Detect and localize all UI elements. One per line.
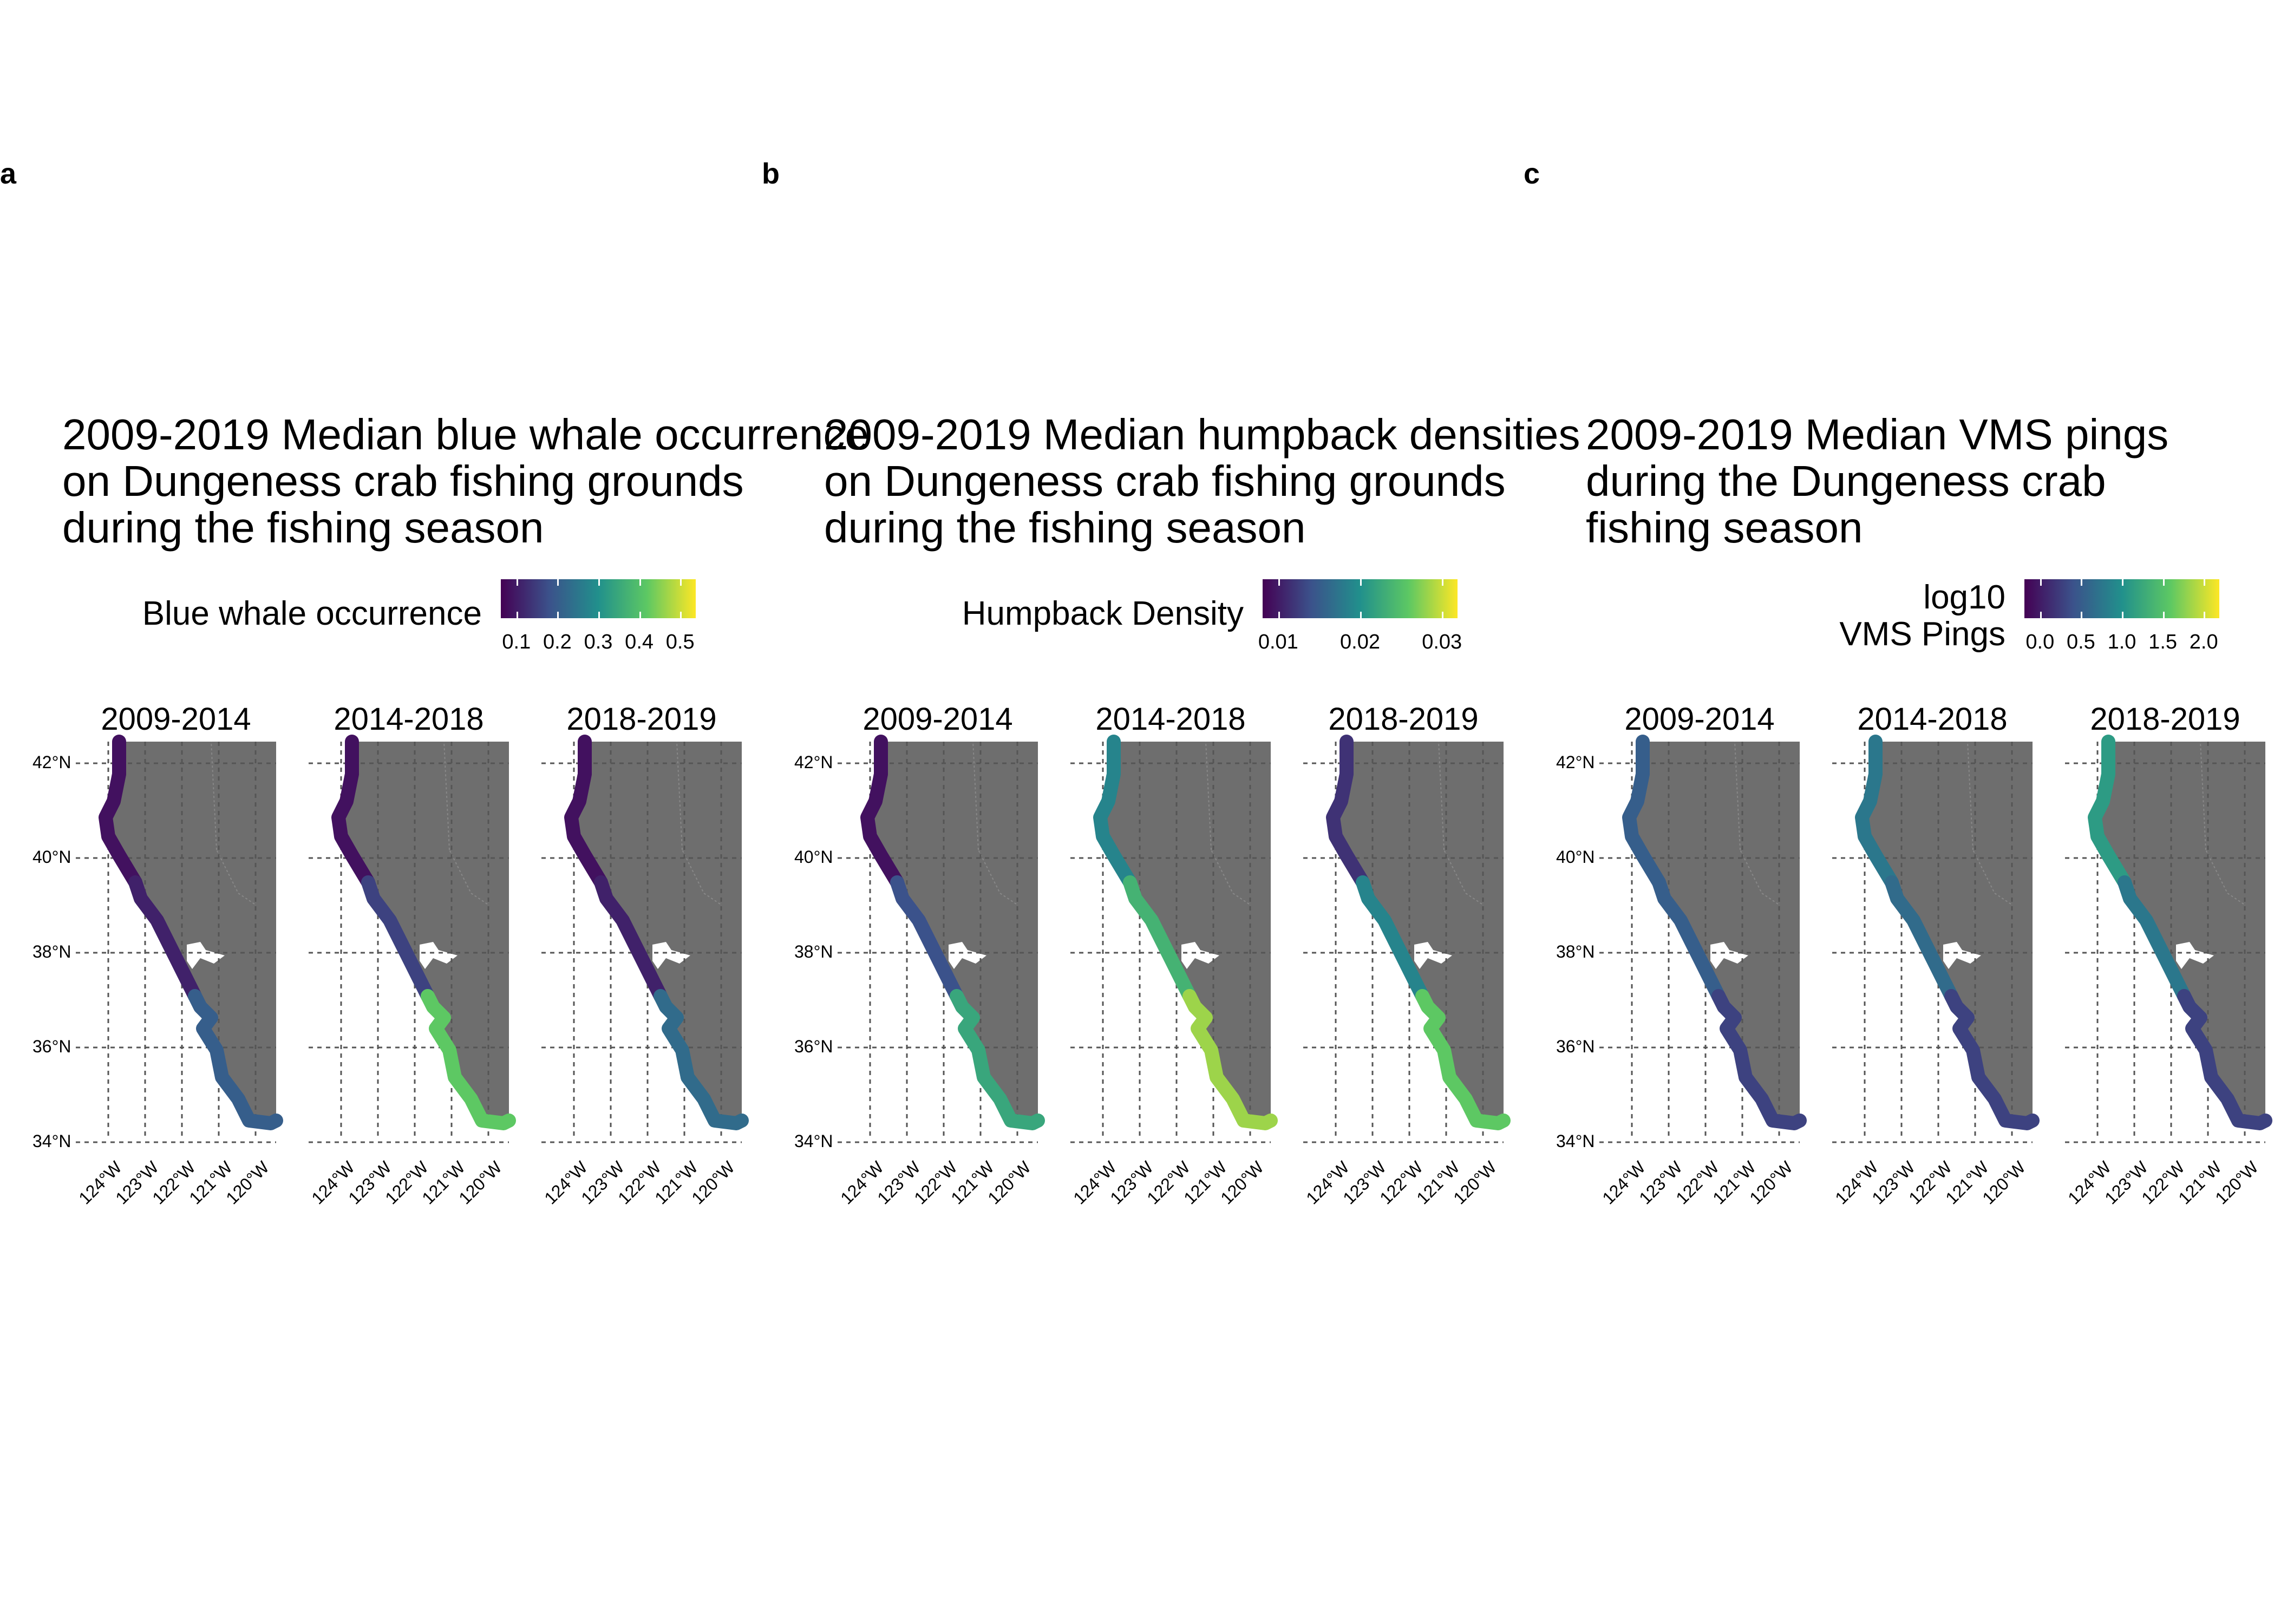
lat-label: 42°N: [794, 752, 833, 772]
lat-label: 34°N: [1556, 1131, 1595, 1151]
facet-map: [309, 735, 516, 1143]
colorbar-tick-label: 0.3: [584, 631, 613, 653]
coastal-band-south: [654, 989, 749, 1130]
coastal-band-center: [594, 875, 668, 1003]
coastal-band-south: [421, 989, 516, 1130]
legend-title: log10 VMS Pings: [1839, 579, 2005, 653]
panel-label: b: [762, 158, 780, 190]
coastal-band-center: [128, 875, 202, 1003]
lat-label: 34°N: [32, 1131, 71, 1151]
coastal-band-north: [564, 735, 608, 889]
facet-map: [541, 735, 749, 1143]
panel-title: 2009-2019 Median blue whale occurrence o…: [62, 410, 869, 552]
panel-title: 2009-2019 Median VMS pings during the Du…: [1586, 410, 2169, 552]
colorbar-tick-label: 0.5: [665, 631, 695, 653]
colorbar-tick-label: 0.01: [1258, 631, 1298, 653]
panel-label: a: [0, 158, 17, 190]
coastal-band-south: [1182, 989, 1278, 1130]
colorbar-tick-label: 0.02: [1340, 631, 1380, 653]
coastal-band-center: [1123, 875, 1197, 1003]
lat-label: 38°N: [794, 942, 833, 961]
coastal-band-north: [1326, 735, 1370, 889]
coastal-band-center: [2118, 875, 2191, 1003]
colorbar-tick-label: 0.1: [502, 631, 531, 653]
land-area: [867, 742, 1038, 1123]
lat-label: 38°N: [1556, 942, 1595, 961]
colorbar-tick-label: 1.5: [2148, 631, 2178, 653]
land-area: [2095, 742, 2265, 1123]
coastal-band-south: [2177, 989, 2272, 1130]
facet-map: [1070, 735, 1278, 1143]
lat-label: 34°N: [794, 1131, 833, 1151]
facet-title: 2009-2014: [101, 702, 251, 737]
coastal-band-north: [1622, 735, 1666, 889]
colorbar-tick-label: 0.2: [543, 631, 572, 653]
facet-title: 2009-2014: [1624, 702, 1775, 737]
lat-label: 36°N: [1556, 1037, 1595, 1056]
land-area: [571, 742, 742, 1123]
panel-title: 2009-2019 Median humpback densities on D…: [824, 410, 1580, 552]
lat-label: 40°N: [32, 847, 71, 867]
facet-map: [1832, 735, 2040, 1143]
land-area: [1629, 742, 1800, 1123]
coastal-band-north: [1093, 735, 1137, 889]
coastal-band-south: [1415, 989, 1511, 1130]
coastal-band-south: [1944, 989, 2040, 1130]
lat-label: 40°N: [794, 847, 833, 867]
coastal-band-center: [1885, 875, 1958, 1003]
land-area: [1333, 742, 1504, 1123]
facet-title: 2018-2019: [1328, 702, 1479, 737]
coastal-band-center: [1652, 875, 1726, 1003]
coastal-band-south: [1711, 989, 1807, 1130]
coastal-band-north: [1855, 735, 1899, 889]
lat-label: 36°N: [32, 1037, 71, 1056]
facet-map: [2065, 735, 2272, 1143]
facet-title: 2014-2018: [1095, 702, 1246, 737]
colorbar-tick-label: 0.4: [625, 631, 654, 653]
colorbar: [501, 579, 696, 618]
coastal-band-north: [331, 735, 375, 889]
legend-title: Blue whale occurrence: [142, 595, 482, 632]
colorbar-tick-label: 0.03: [1422, 631, 1462, 653]
colorbar-tick-label: 0.0: [2025, 631, 2055, 653]
coastal-band-south: [188, 989, 283, 1130]
land-area: [106, 742, 276, 1123]
facet-map: [1303, 735, 1511, 1143]
facet-map: [1599, 735, 1807, 1143]
colorbar-tick-label: 1.0: [2107, 631, 2136, 653]
coastal-band-center: [890, 875, 964, 1003]
lat-label: 42°N: [32, 752, 71, 772]
coastal-band-north: [2088, 735, 2132, 889]
facet-title: 2014-2018: [334, 702, 484, 737]
facet-map: [76, 735, 283, 1143]
lat-label: 36°N: [794, 1037, 833, 1056]
colorbar: [1263, 579, 1458, 618]
coastal-band-north: [860, 735, 904, 889]
colorbar: [2024, 579, 2219, 618]
coastal-band-center: [1356, 875, 1429, 1003]
facet-title: 2018-2019: [2090, 702, 2240, 737]
facet-map: [838, 735, 1045, 1143]
legend-title: Humpback Density: [962, 595, 1244, 632]
coastal-band-north: [99, 735, 142, 889]
facet-title: 2009-2014: [862, 702, 1013, 737]
lat-label: 38°N: [32, 942, 71, 961]
lat-label: 40°N: [1556, 847, 1595, 867]
coastal-band-south: [950, 989, 1045, 1130]
panel-label: c: [1524, 158, 1540, 190]
land-area: [1862, 742, 2033, 1123]
land-area: [1100, 742, 1271, 1123]
lat-label: 42°N: [1556, 752, 1595, 772]
land-area: [338, 742, 509, 1123]
facet-title: 2018-2019: [566, 702, 717, 737]
facet-title: 2014-2018: [1857, 702, 2008, 737]
colorbar-tick-label: 2.0: [2189, 631, 2218, 653]
colorbar-tick-label: 0.5: [2066, 631, 2095, 653]
coastal-band-center: [361, 875, 435, 1003]
